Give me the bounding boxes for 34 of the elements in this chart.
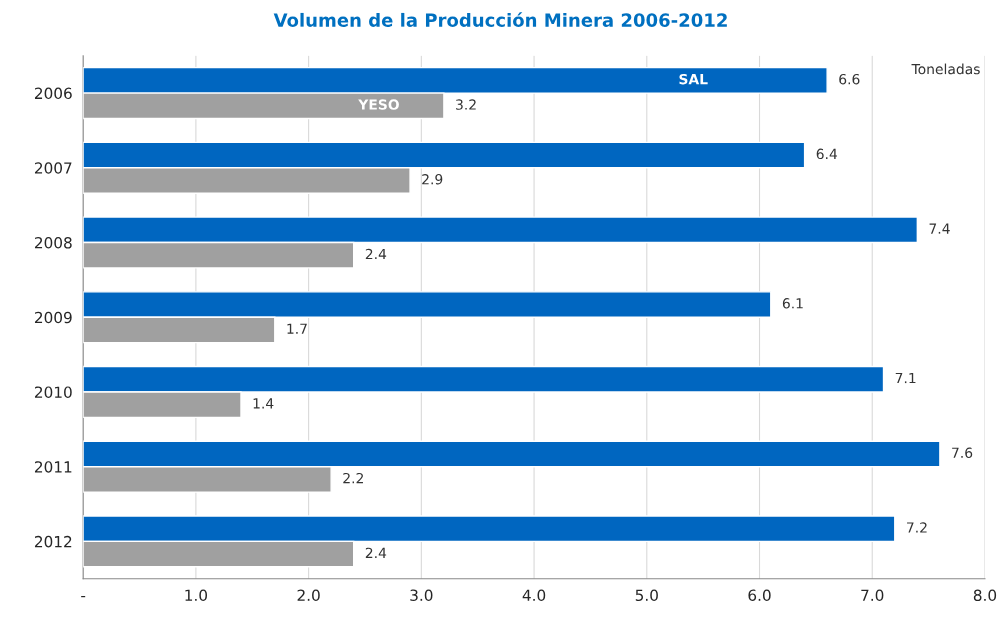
data-label: 6.1 bbox=[782, 298, 803, 309]
x-tick-label: - bbox=[81, 595, 86, 598]
data-label: 7.6 bbox=[952, 447, 973, 459]
data-label: 2.4 bbox=[365, 547, 387, 558]
y-tick-label: 2007 bbox=[34, 162, 72, 174]
data-label: 2.2 bbox=[343, 472, 363, 484]
y-tick-label: 2009 bbox=[34, 311, 72, 324]
data-label: 6.6 bbox=[839, 73, 860, 85]
data-label: 7.1 bbox=[895, 372, 916, 384]
x-tick-label: 4.0 bbox=[522, 589, 546, 602]
data-label: 1.4 bbox=[253, 398, 274, 409]
x-tick-label: 1.0 bbox=[185, 589, 208, 602]
chart-title: Volumen de la Producción Minera 2006-2012 bbox=[273, 12, 727, 27]
x-tick-label: 7.0 bbox=[861, 589, 884, 602]
annotation: Toneladas bbox=[911, 63, 980, 75]
x-tick-label: 6.0 bbox=[748, 589, 771, 602]
x-tick-label: 3.0 bbox=[410, 589, 433, 602]
x-tick-label: 5.0 bbox=[635, 589, 658, 602]
data-label: 7.4 bbox=[929, 223, 950, 234]
y-tick-label: 2010 bbox=[34, 386, 72, 398]
x-tick-label: 8.0 bbox=[973, 589, 997, 602]
y-tick-label: 2008 bbox=[34, 236, 72, 249]
data-label: 1.7 bbox=[287, 323, 307, 334]
y-tick-label: 2011 bbox=[34, 461, 72, 473]
x-tick-label: 2.0 bbox=[297, 589, 320, 602]
y-tick-label: 2006 bbox=[34, 87, 72, 100]
data-label: 3.2 bbox=[456, 99, 476, 110]
y-tick-label: 2012 bbox=[34, 535, 72, 548]
series-label: SAL bbox=[679, 73, 708, 85]
data-label: 6.4 bbox=[816, 148, 838, 160]
data-label: 2.9 bbox=[422, 174, 443, 185]
series-label: YESO bbox=[358, 99, 399, 110]
data-label: 2.4 bbox=[365, 248, 387, 260]
data-label: 7.2 bbox=[907, 522, 927, 533]
